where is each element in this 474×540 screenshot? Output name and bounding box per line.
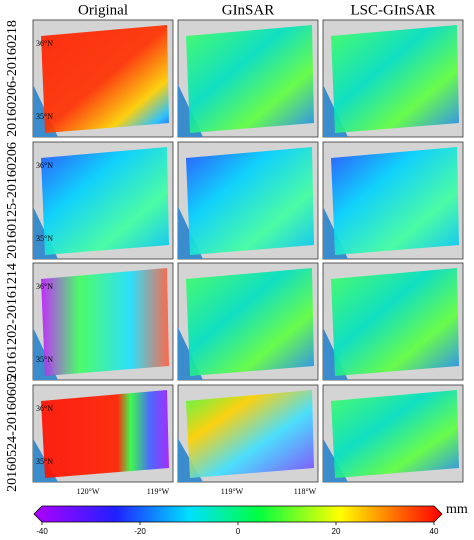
lon-label: 118°W	[294, 487, 317, 496]
colorbar-tick-label: 40	[430, 527, 439, 536]
lat-label: 36°N	[36, 161, 53, 170]
deformation-map	[331, 147, 459, 255]
ocean	[178, 327, 203, 380]
colorbar-tick-label: 20	[332, 527, 341, 536]
lon-label: 119°W	[221, 487, 244, 496]
lat-label: 35°N	[36, 234, 53, 243]
lon-label: 119°W	[147, 487, 170, 496]
lat-label: 36°N	[36, 39, 53, 48]
column-title: LSC-GInSAR	[350, 2, 435, 18]
lon-label: 120°W	[77, 487, 100, 496]
colorbar-tick-label: -20	[134, 527, 146, 536]
ocean	[323, 327, 348, 380]
ocean	[33, 327, 58, 380]
colorbar	[33, 505, 443, 523]
deformation-map	[41, 268, 169, 376]
column-title: GInSAR	[222, 2, 275, 18]
ocean	[33, 438, 58, 482]
colorbar-tick-label: 0	[236, 527, 241, 536]
colorbar-unit: mm	[446, 502, 468, 517]
lat-label: 36°N	[36, 282, 53, 291]
ocean	[323, 438, 348, 482]
deformation-map	[331, 390, 459, 478]
row-label: 20161202-20161214	[5, 263, 20, 380]
deformation-map	[186, 268, 314, 376]
lat-label: 35°N	[36, 355, 53, 364]
deformation-map	[186, 25, 314, 133]
deformation-map	[186, 147, 314, 255]
ocean	[178, 438, 203, 482]
lat-label: 35°N	[36, 112, 53, 121]
lat-label: 36°N	[36, 404, 53, 413]
deformation-map	[331, 25, 459, 133]
deformation-map	[186, 390, 314, 478]
deformation-map	[41, 390, 169, 478]
deformation-map	[41, 147, 169, 255]
row-label: 20160125-20160206	[5, 142, 20, 259]
lat-label: 35°N	[36, 457, 53, 466]
colorbar-tick-label: -40	[36, 527, 48, 536]
row-label: 20160524-20160605	[5, 375, 20, 492]
column-title: Original	[78, 2, 128, 18]
deformation-map	[41, 25, 169, 133]
row-label: 20160206-20160218	[5, 20, 20, 137]
deformation-map	[331, 268, 459, 376]
